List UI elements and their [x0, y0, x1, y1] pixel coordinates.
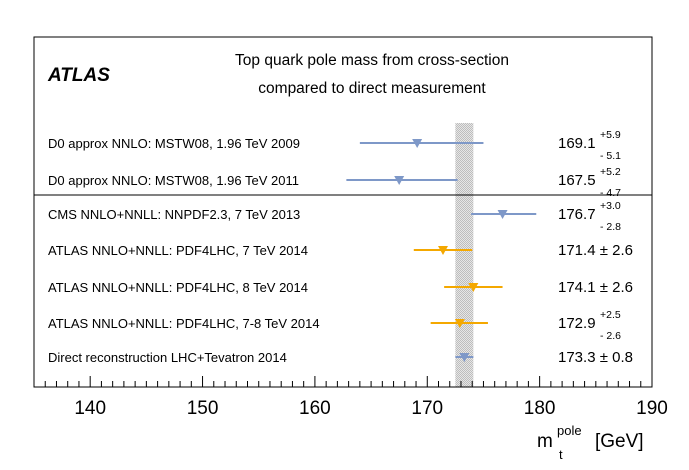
x-tick-label: 170: [411, 398, 443, 419]
x-axis-symbol: m: [537, 431, 553, 452]
x-axis-unit: [GeV]: [595, 431, 644, 452]
measurement-label: Direct reconstruction LHC+Tevatron 2014: [48, 350, 287, 365]
measurement-row: ATLAS NNLO+NNLL: PDF4LHC, 8 TeV 2014 174.…: [48, 279, 633, 296]
error-minus-text: - 5.1: [600, 150, 621, 162]
value-text: 169.1: [558, 135, 596, 152]
chart-title-line-2: compared to direct measurement: [258, 80, 486, 97]
error-plus-text: +5.9: [600, 129, 621, 141]
central-value-marker: [468, 283, 479, 292]
plot-frame: [33, 36, 653, 388]
measurement-row: D0 approx NNLO: MSTW08, 1.96 TeV 2009 169…: [48, 129, 621, 162]
central-value-marker: [394, 176, 405, 185]
central-value-marker: [454, 319, 465, 328]
central-value-marker: [497, 210, 508, 219]
value-text: 172.9: [558, 315, 596, 332]
central-value-marker: [438, 246, 449, 255]
measurement-row: Direct reconstruction LHC+Tevatron 2014 1…: [48, 349, 633, 366]
x-tick-label: 140: [74, 398, 106, 419]
value-text: 171.4 ± 2.6: [558, 242, 633, 259]
error-minus-text: - 4.7: [600, 187, 621, 199]
measurement-label: D0 approx NNLO: MSTW08, 1.96 TeV 2011: [48, 173, 299, 188]
value-text: 176.7: [558, 206, 596, 223]
x-tick-label: 190: [636, 398, 668, 419]
error-plus-text: +3.0: [600, 200, 621, 212]
value-text: 173.3 ± 0.8: [558, 349, 633, 366]
error-plus-text: +5.2: [600, 166, 621, 178]
measurement-label: ATLAS NNLO+NNLL: PDF4LHC, 7 TeV 2014: [48, 243, 308, 258]
measurement-label: ATLAS NNLO+NNLL: PDF4LHC, 7-8 TeV 2014: [48, 316, 320, 331]
measurement-label: D0 approx NNLO: MSTW08, 1.96 TeV 2009: [48, 136, 300, 151]
measurement-row: D0 approx NNLO: MSTW08, 1.96 TeV 2011 167…: [48, 166, 621, 199]
measurement-row: ATLAS NNLO+NNLL: PDF4LHC, 7-8 TeV 2014 17…: [48, 309, 621, 342]
chart-title-line-1: Top quark pole mass from cross-section: [235, 52, 509, 69]
value-text: 174.1 ± 2.6: [558, 279, 633, 296]
x-tick-label: 150: [187, 398, 219, 419]
x-tick-label: 180: [524, 398, 556, 419]
error-minus-text: - 2.8: [600, 221, 621, 233]
measurement-label: ATLAS NNLO+NNLL: PDF4LHC, 8 TeV 2014: [48, 280, 308, 295]
central-value-marker: [459, 353, 470, 362]
central-value-marker: [412, 139, 423, 148]
experiment-label: ATLAS: [47, 65, 110, 86]
measurement-label: CMS NNLO+NNLL: NNPDF2.3, 7 TeV 2013: [48, 207, 300, 222]
error-minus-text: - 2.6: [600, 330, 621, 342]
x-axis-superscript: pole: [557, 423, 582, 438]
x-axis-subscript: t: [559, 447, 563, 462]
measurement-row: ATLAS NNLO+NNLL: PDF4LHC, 7 TeV 2014 171.…: [48, 242, 633, 259]
x-axis-title: m pole t [GeV]: [537, 423, 644, 462]
x-tick-label: 160: [299, 398, 331, 419]
measurement-row: CMS NNLO+NNLL: NNPDF2.3, 7 TeV 2013 176.7…: [48, 200, 621, 233]
error-plus-text: +2.5: [600, 309, 621, 321]
reference-band: [455, 123, 474, 387]
value-text: 167.5: [558, 172, 596, 189]
